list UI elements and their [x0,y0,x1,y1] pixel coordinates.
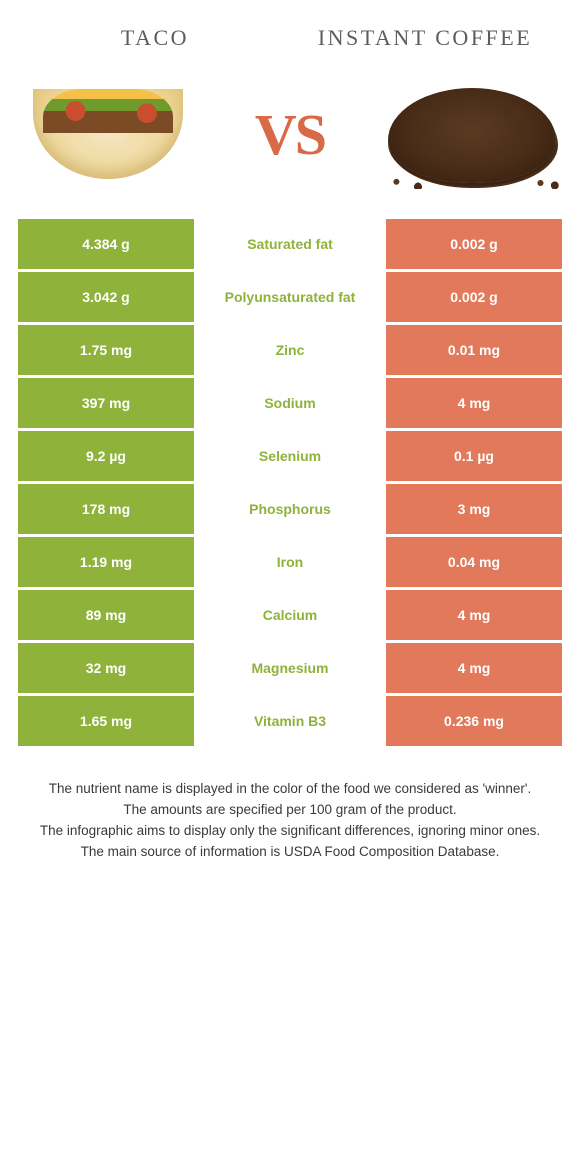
value-left: 1.19 mg [18,537,194,587]
value-right: 0.1 µg [386,431,562,481]
vs-label: VS [255,101,325,168]
table-row: 1.75 mgZinc0.01 mg [18,325,562,375]
value-left: 32 mg [18,643,194,693]
value-right: 4 mg [386,590,562,640]
nutrient-name: Calcium [197,590,383,640]
nutrient-name: Iron [197,537,383,587]
table-row: 1.65 mgVitamin B30.236 mg [18,696,562,746]
footnote-line: The infographic aims to display only the… [28,821,552,842]
table-row: 4.384 gSaturated fat0.002 g [18,219,562,269]
footnote-line: The nutrient name is displayed in the co… [28,779,552,800]
food-a-title: TACO [20,25,290,51]
value-right: 3 mg [386,484,562,534]
taco-icon [33,89,183,179]
table-row: 3.042 gPolyunsaturated fat0.002 g [18,272,562,322]
nutrient-name: Vitamin B3 [197,696,383,746]
value-right: 0.236 mg [386,696,562,746]
header: TACO INSTANT COFFEE [0,0,580,61]
value-left: 397 mg [18,378,194,428]
nutrient-name: Phosphorus [197,484,383,534]
table-row: 32 mgMagnesium4 mg [18,643,562,693]
nutrient-name: Magnesium [197,643,383,693]
nutrient-name: Zinc [197,325,383,375]
nutrient-name: Polyunsaturated fat [197,272,383,322]
footnotes: The nutrient name is displayed in the co… [0,749,580,903]
nutrient-name: Sodium [197,378,383,428]
value-left: 89 mg [18,590,194,640]
table-row: 9.2 µgSelenium0.1 µg [18,431,562,481]
table-row: 89 mgCalcium4 mg [18,590,562,640]
food-a-image [18,69,198,199]
table-row: 178 mgPhosphorus3 mg [18,484,562,534]
nutrient-table: 4.384 gSaturated fat0.002 g3.042 gPolyun… [0,219,580,746]
value-left: 3.042 g [18,272,194,322]
value-left: 4.384 g [18,219,194,269]
value-left: 178 mg [18,484,194,534]
table-row: 1.19 mgIron0.04 mg [18,537,562,587]
nutrient-name: Saturated fat [197,219,383,269]
value-right: 0.04 mg [386,537,562,587]
nutrient-name: Selenium [197,431,383,481]
table-row: 397 mgSodium4 mg [18,378,562,428]
footnote-line: The amounts are specified per 100 gram o… [28,800,552,821]
value-right: 0.01 mg [386,325,562,375]
food-b-image [382,69,562,199]
value-right: 0.002 g [386,272,562,322]
value-right: 0.002 g [386,219,562,269]
food-b-title: INSTANT COFFEE [290,25,560,51]
value-left: 9.2 µg [18,431,194,481]
images-row: VS [0,61,580,219]
value-right: 4 mg [386,378,562,428]
coffee-icon [382,79,562,189]
footnote-line: The main source of information is USDA F… [28,842,552,863]
value-left: 1.65 mg [18,696,194,746]
value-right: 4 mg [386,643,562,693]
value-left: 1.75 mg [18,325,194,375]
